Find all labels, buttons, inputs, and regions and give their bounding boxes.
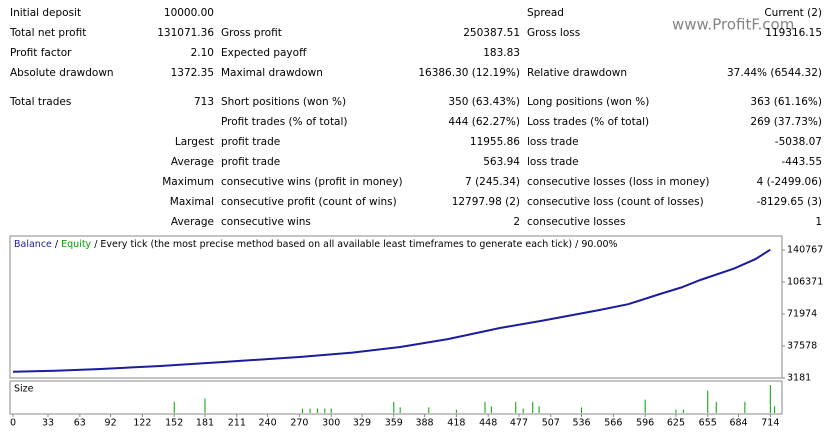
table-cell: 363 (61.16%): [750, 96, 822, 108]
balance-line: [12, 248, 771, 373]
x-tick-label: 477: [510, 418, 528, 429]
table-cell: 183.83: [483, 47, 520, 59]
table-cell: 713: [194, 96, 214, 108]
table-cell: Average: [171, 156, 214, 168]
x-tick-label: 211: [228, 418, 246, 429]
watermark: www.ProfitF.com: [672, 16, 794, 34]
x-tick-label: 566: [604, 418, 622, 429]
table-cell: 131071.36: [157, 27, 214, 39]
table-cell: 250387.51: [463, 27, 520, 39]
table-cell: -5038.07: [775, 136, 822, 148]
table-cell: Absolute drawdown: [10, 67, 114, 79]
table-cell: Profit factor: [10, 47, 72, 59]
table-cell: Spread: [527, 7, 564, 19]
table-cell: Largest: [175, 136, 214, 148]
table-cell: 1: [815, 216, 822, 228]
chart-frame: [9, 235, 783, 379]
x-tick-label: 625: [667, 418, 685, 429]
table-cell: -443.55: [781, 156, 822, 168]
table-cell: 4 (-2499.06): [757, 176, 822, 188]
x-tick-label: 0: [10, 418, 16, 429]
table-cell: Relative drawdown: [527, 67, 627, 79]
table-cell: 563.94: [483, 156, 520, 168]
table-cell: 119316.15: [765, 27, 822, 39]
table-cell: Current (2): [764, 7, 822, 19]
y-tick-label: 106371: [787, 276, 823, 287]
table-cell: Gross loss: [527, 27, 580, 39]
x-tick-label: 714: [761, 418, 779, 429]
size-label: Size: [14, 384, 34, 395]
y-tick-label: 37578: [787, 340, 817, 351]
x-tick-label: 33: [42, 418, 54, 429]
table-cell: 444 (62.27%): [448, 116, 520, 128]
x-tick-label: 388: [415, 418, 433, 429]
table-cell: 2.10: [191, 47, 214, 59]
table-cell: Total net profit: [9, 27, 86, 39]
legend-item: /: [52, 239, 61, 250]
table-cell: Average: [171, 216, 214, 228]
table-cell: Maximum: [162, 176, 214, 188]
legend-item: Balance: [14, 239, 52, 250]
table-cell: loss trade: [527, 156, 579, 168]
x-tick-label: 418: [447, 418, 465, 429]
table-cell: consecutive losses: [527, 216, 625, 228]
table-cell: consecutive wins: [221, 216, 311, 228]
table-cell: 10000.00: [164, 7, 214, 19]
table-cell: Long positions (won %): [527, 96, 649, 108]
x-tick-label: 596: [636, 418, 654, 429]
x-tick-label: 329: [353, 418, 371, 429]
x-tick-label: 507: [542, 418, 560, 429]
table-cell: 269 (37.73%): [750, 116, 822, 128]
x-tick-label: 448: [479, 418, 497, 429]
table-cell: Total trades: [9, 96, 71, 108]
y-tick-label: 71974: [787, 309, 817, 320]
x-tick-label: 684: [729, 418, 747, 429]
x-tick-label: 152: [165, 418, 183, 429]
table-cell: 12797.98 (2): [452, 196, 520, 208]
x-tick-label: 359: [385, 418, 403, 429]
table-cell: 37.44% (6544.32): [727, 67, 822, 79]
table-cell: Expected payoff: [221, 47, 307, 59]
table-cell: consecutive loss (count of losses): [527, 196, 704, 208]
table-cell: 11955.86: [470, 136, 520, 148]
table-cell: Maximal: [170, 196, 214, 208]
x-tick-label: 536: [572, 418, 590, 429]
table-cell: Gross profit: [221, 27, 282, 39]
table-cell: 7 (245.34): [465, 176, 520, 188]
x-tick-label: 63: [74, 418, 86, 429]
table-cell: 1372.35: [171, 67, 214, 79]
table-cell: Profit trades (% of total): [221, 116, 348, 128]
legend-item: Equity: [61, 239, 91, 250]
table-cell: consecutive losses (loss in money): [527, 176, 710, 188]
table-cell: loss trade: [527, 136, 579, 148]
x-tick-label: 92: [105, 418, 117, 429]
x-tick-label: 240: [258, 418, 276, 429]
table-cell: Loss trades (% of total): [527, 116, 649, 128]
table-cell: consecutive wins (profit in money): [221, 176, 403, 188]
table-cell: 2: [513, 216, 520, 228]
x-tick-label: 122: [133, 418, 151, 429]
x-tick-label: 655: [699, 418, 717, 429]
y-tick-label: 140767: [787, 245, 823, 256]
table-cell: 16386.30 (12.19%): [418, 67, 520, 79]
legend: Balance / Equity / Every tick (the most …: [14, 239, 618, 250]
table-cell: profit trade: [221, 136, 280, 148]
table-cell: Short positions (won %): [221, 96, 346, 108]
legend-item: / Every tick (the most precise method ba…: [91, 239, 617, 250]
table-cell: 350 (63.43%): [448, 96, 520, 108]
table-cell: -8129.65 (3): [757, 196, 822, 208]
y-tick-label: 3181: [787, 373, 811, 384]
table-cell: consecutive profit (count of wins): [221, 196, 397, 208]
x-tick-label: 181: [196, 418, 214, 429]
table-cell: Initial deposit: [10, 7, 81, 19]
table-cell: Maximal drawdown: [221, 67, 323, 79]
x-tick-label: 270: [290, 418, 308, 429]
x-tick-label: 300: [322, 418, 340, 429]
size-frame: [9, 380, 783, 415]
table-cell: profit trade: [221, 156, 280, 168]
